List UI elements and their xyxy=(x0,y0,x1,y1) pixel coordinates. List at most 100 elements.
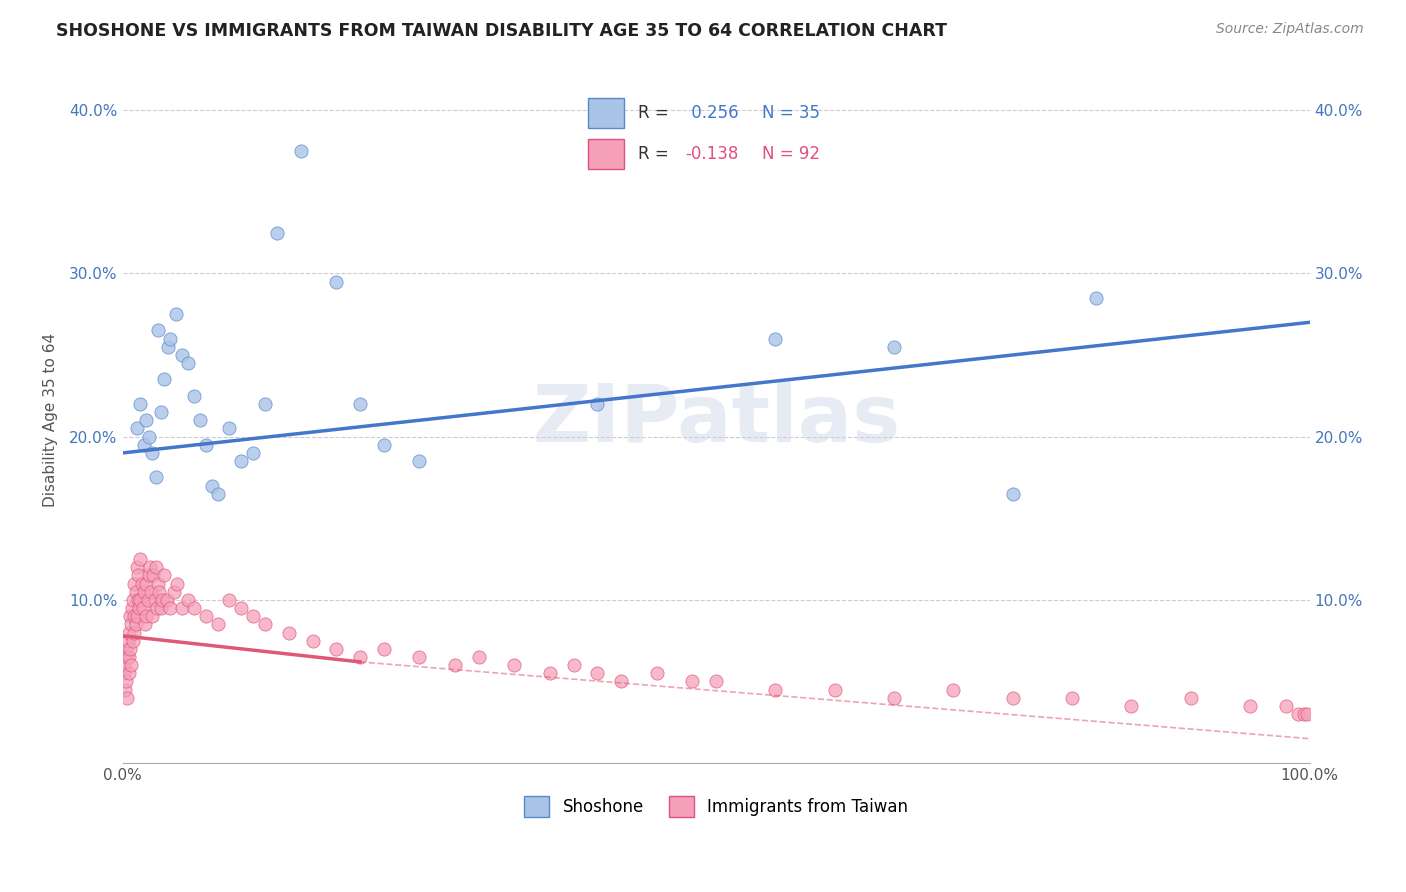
Point xyxy=(1084,291,1107,305)
Point xyxy=(117,633,139,648)
Point xyxy=(122,592,145,607)
Point xyxy=(127,592,149,607)
Point xyxy=(121,633,143,648)
Point xyxy=(538,666,561,681)
FancyBboxPatch shape xyxy=(588,139,624,169)
Point xyxy=(218,592,240,607)
Point xyxy=(156,340,179,354)
Point xyxy=(162,584,184,599)
Point xyxy=(242,609,264,624)
Point xyxy=(1292,707,1315,722)
Point xyxy=(301,633,323,648)
Point xyxy=(277,625,299,640)
Point xyxy=(148,324,170,338)
Point xyxy=(166,576,188,591)
Point xyxy=(231,454,253,468)
Point xyxy=(138,568,160,582)
Point xyxy=(141,446,163,460)
Point xyxy=(132,438,155,452)
Point xyxy=(242,446,264,460)
Point xyxy=(266,226,288,240)
Point xyxy=(139,584,162,599)
Point xyxy=(645,666,668,681)
Point xyxy=(159,332,181,346)
Point xyxy=(117,666,139,681)
Text: -0.138: -0.138 xyxy=(686,145,740,163)
Point xyxy=(135,413,157,427)
Text: 0.256: 0.256 xyxy=(686,104,738,122)
Point xyxy=(143,592,166,607)
Point xyxy=(290,144,312,158)
Point xyxy=(1001,690,1024,705)
Point xyxy=(201,478,224,492)
Point xyxy=(120,617,142,632)
Point xyxy=(121,658,143,673)
Point xyxy=(1274,698,1296,713)
Point xyxy=(325,641,347,656)
Point xyxy=(124,609,146,624)
Point xyxy=(1239,698,1261,713)
Point xyxy=(349,650,371,665)
Point xyxy=(503,658,526,673)
Text: N = 35: N = 35 xyxy=(762,104,821,122)
Point xyxy=(349,397,371,411)
Point xyxy=(129,592,152,607)
Point xyxy=(132,584,155,599)
Point xyxy=(586,666,609,681)
Point xyxy=(124,617,146,632)
Point xyxy=(148,576,170,591)
Point xyxy=(170,348,193,362)
Point xyxy=(145,470,167,484)
Text: R =: R = xyxy=(638,145,669,163)
Point xyxy=(125,609,148,624)
Point xyxy=(194,609,217,624)
Point xyxy=(136,592,159,607)
Point xyxy=(883,340,905,354)
Point xyxy=(117,625,139,640)
Point xyxy=(177,592,200,607)
Point xyxy=(231,601,253,615)
Point xyxy=(124,576,146,591)
Point xyxy=(681,674,703,689)
Point xyxy=(373,641,395,656)
Point xyxy=(408,454,430,468)
Point xyxy=(112,658,135,673)
Point xyxy=(135,609,157,624)
Point xyxy=(121,601,143,615)
Text: Source: ZipAtlas.com: Source: ZipAtlas.com xyxy=(1216,22,1364,37)
Legend: Shoshone, Immigrants from Taiwan: Shoshone, Immigrants from Taiwan xyxy=(517,789,915,823)
Point xyxy=(134,617,156,632)
Point xyxy=(117,690,139,705)
Text: N = 92: N = 92 xyxy=(762,145,821,163)
Point xyxy=(1296,707,1319,722)
Point xyxy=(124,584,146,599)
Point xyxy=(145,560,167,574)
Point xyxy=(165,307,187,321)
Point xyxy=(1286,707,1309,722)
Point xyxy=(118,609,141,624)
Point xyxy=(610,674,633,689)
Point xyxy=(325,275,347,289)
Point xyxy=(115,650,138,665)
Point xyxy=(132,601,155,615)
Point xyxy=(127,568,149,582)
Point xyxy=(170,601,193,615)
Point xyxy=(153,568,176,582)
Point xyxy=(128,601,150,615)
Point xyxy=(125,421,148,435)
Point xyxy=(138,429,160,443)
Point xyxy=(942,682,965,697)
Point xyxy=(120,641,142,656)
Point xyxy=(218,421,240,435)
Point xyxy=(253,397,276,411)
Point xyxy=(444,658,467,673)
Point xyxy=(150,592,173,607)
Point xyxy=(114,682,136,697)
Point xyxy=(408,650,430,665)
Point xyxy=(177,356,200,370)
Point xyxy=(149,601,172,615)
Point xyxy=(135,576,157,591)
Point xyxy=(586,397,609,411)
Point xyxy=(824,682,846,697)
Point xyxy=(131,576,153,591)
